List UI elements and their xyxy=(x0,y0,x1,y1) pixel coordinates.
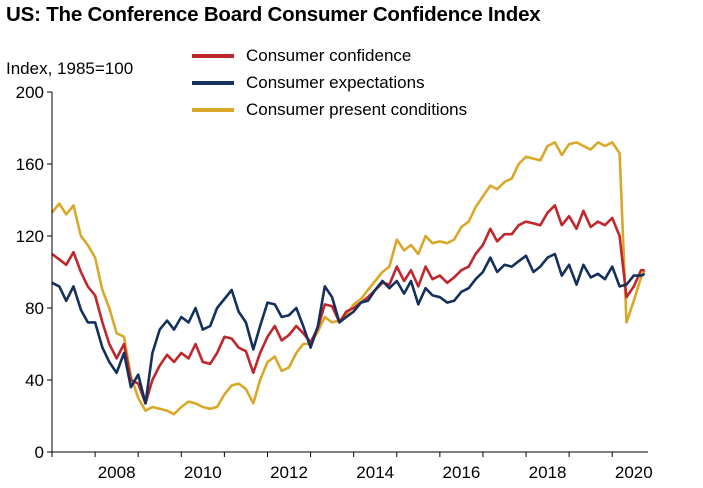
chart-title: US: The Conference Board Consumer Confid… xyxy=(6,3,541,26)
y-axis-ticks: 0 40 80 120 160 200 xyxy=(16,83,52,462)
y-tick-label: 0 xyxy=(35,443,44,462)
series-line-consumer-confidence xyxy=(51,204,645,405)
y-tick-label: 40 xyxy=(25,371,44,390)
legend-label-consumer-present-conditions: Consumer present conditions xyxy=(246,99,468,119)
y-tick-label: 120 xyxy=(16,227,44,246)
x-tick-label: 2020 xyxy=(615,463,653,482)
legend-label-consumer-confidence: Consumer confidence xyxy=(246,45,412,65)
legend-item-consumer-present-conditions: Consumer present conditions xyxy=(192,96,467,123)
x-tick-label: 2008 xyxy=(98,463,136,482)
legend-swatch-consumer-expectations xyxy=(192,80,234,85)
legend-item-consumer-confidence: Consumer confidence xyxy=(192,42,467,69)
x-tick-label: 2016 xyxy=(442,463,480,482)
series-layer xyxy=(50,141,646,416)
legend-item-consumer-expectations: Consumer expectations xyxy=(192,69,467,96)
x-axis-ticks: 2008 2010 2012 2014 2016 2018 2020 xyxy=(51,452,653,482)
x-tick-label: 2012 xyxy=(270,463,308,482)
series-line-consumer-expectations xyxy=(51,252,646,405)
y-tick-label: 200 xyxy=(16,83,44,102)
legend: Consumer confidence Consumer expectation… xyxy=(192,42,467,123)
legend-swatch-consumer-present-conditions xyxy=(192,107,234,112)
y-axis-unit-label: Index, 1985=100 xyxy=(6,59,134,78)
y-tick-label: 80 xyxy=(25,299,44,318)
series-line-consumer-present-conditions xyxy=(50,141,646,416)
legend-label-consumer-expectations: Consumer expectations xyxy=(246,72,425,92)
y-tick-label: 160 xyxy=(16,155,44,174)
x-tick-label: 2018 xyxy=(529,463,567,482)
x-tick-label: 2010 xyxy=(184,463,222,482)
x-tick-label: 2014 xyxy=(356,463,394,482)
legend-swatch-consumer-confidence xyxy=(192,53,234,58)
